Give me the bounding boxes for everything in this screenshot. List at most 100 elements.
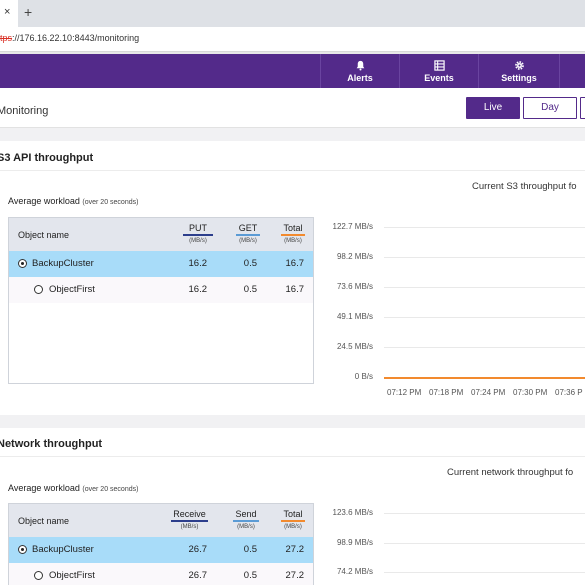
radio-selected[interactable] bbox=[18, 259, 27, 268]
object-name-header[interactable]: Object name bbox=[18, 230, 70, 240]
network-chart-title: Current network throughput fo bbox=[447, 467, 574, 478]
grid-line bbox=[384, 287, 585, 288]
nav-events-label: Events bbox=[424, 73, 454, 83]
day-button[interactable]: Day bbox=[523, 97, 577, 119]
row-send: 0.5 bbox=[243, 570, 257, 581]
network-workload-table: Object name Receive (MB/s) Send (MB/s) T… bbox=[8, 503, 314, 585]
grid-line bbox=[384, 317, 585, 318]
grid-line bbox=[384, 257, 585, 258]
url-host-path: ://176.16.22.10:8443/monitoring bbox=[12, 33, 140, 43]
send-header[interactable]: Send (MB/s) bbox=[233, 509, 259, 530]
s3-workload-table: Object name PUT (MB/s) GET (MB/s) Total … bbox=[8, 217, 314, 384]
network-average-title: Average workload bbox=[8, 483, 80, 493]
nav-settings-label: Settings bbox=[501, 73, 537, 83]
row-get: 0.5 bbox=[243, 284, 257, 295]
x-tick-label: 07:12 PM bbox=[387, 388, 422, 397]
row-total: 27.2 bbox=[285, 570, 305, 581]
grid-line bbox=[384, 543, 585, 544]
top-navigation: Alerts Events Settings bbox=[0, 54, 585, 88]
x-tick-label: 07:24 PM bbox=[471, 388, 506, 397]
grid-line bbox=[384, 572, 585, 573]
network-average-note: (over 20 seconds) bbox=[82, 486, 139, 493]
row-name: BackupCluster bbox=[32, 258, 94, 269]
range-button-partial[interactable] bbox=[580, 97, 585, 119]
radio-unselected[interactable] bbox=[34, 285, 43, 294]
row-total: 27.2 bbox=[285, 544, 305, 555]
table-row[interactable]: ObjectFirst 26.7 0.5 27.2 bbox=[9, 563, 313, 585]
table-row[interactable]: BackupCluster 26.7 0.5 27.2 bbox=[9, 537, 313, 563]
total-header[interactable]: Total (MB/s) bbox=[281, 223, 305, 244]
y-tick-label: 123.6 MB/s bbox=[332, 508, 373, 517]
get-header-unit: (MB/s) bbox=[239, 238, 257, 244]
table-header: Object name Receive (MB/s) Send (MB/s) T… bbox=[9, 504, 313, 537]
row-name: BackupCluster bbox=[32, 544, 94, 555]
y-tick-label: 74.2 MB/s bbox=[336, 567, 373, 576]
total-header-label: Total bbox=[281, 509, 305, 522]
object-name-header[interactable]: Object name bbox=[18, 516, 70, 526]
page-title: Monitoring bbox=[0, 105, 49, 117]
row-total: 16.7 bbox=[285, 258, 305, 269]
section-divider bbox=[0, 170, 585, 171]
receive-header-unit: (MB/s) bbox=[180, 524, 199, 530]
nav-settings[interactable]: Settings bbox=[478, 54, 559, 88]
s3-section-title: S3 API throughput bbox=[0, 152, 94, 164]
y-tick-label: 73.6 MB/s bbox=[336, 282, 373, 291]
total-header[interactable]: Total (MB/s) bbox=[281, 509, 305, 530]
put-header[interactable]: PUT (MB/s) bbox=[183, 223, 213, 244]
section-divider bbox=[0, 456, 585, 457]
y-tick-label: 98.9 MB/s bbox=[336, 538, 373, 547]
row-send: 0.5 bbox=[243, 544, 257, 555]
y-tick-label: 122.7 MB/s bbox=[332, 222, 373, 231]
address-bar[interactable]: tps://176.16.22.10:8443/monitoring bbox=[0, 27, 585, 52]
y-tick-label: 24.5 MB/s bbox=[336, 342, 373, 351]
live-button[interactable]: Live bbox=[466, 97, 520, 119]
network-section-title: Network throughput bbox=[0, 438, 103, 450]
url-protocol: tps bbox=[0, 33, 13, 43]
y-tick-label: 0 B/s bbox=[354, 372, 373, 381]
total-header-unit: (MB/s) bbox=[284, 238, 302, 244]
get-header-label: GET bbox=[236, 223, 260, 236]
radio-selected[interactable] bbox=[18, 545, 27, 554]
x-tick-label: 07:18 PM bbox=[429, 388, 464, 397]
row-total: 16.7 bbox=[285, 284, 305, 295]
put-header-unit: (MB/s) bbox=[189, 238, 207, 244]
gear-icon bbox=[514, 61, 524, 70]
nav-events[interactable]: Events bbox=[399, 54, 478, 88]
row-put: 16.2 bbox=[188, 284, 208, 295]
total-series-line bbox=[384, 377, 585, 379]
nav-more[interactable] bbox=[559, 54, 585, 88]
row-receive: 26.7 bbox=[188, 570, 208, 581]
radio-unselected[interactable] bbox=[34, 571, 43, 580]
receive-header[interactable]: Receive (MB/s) bbox=[171, 509, 208, 530]
y-tick-label: 49.1 MB/s bbox=[336, 312, 373, 321]
s3-chart-title: Current S3 throughput fo bbox=[472, 181, 577, 192]
table-row[interactable]: BackupCluster 16.2 0.5 16.7 bbox=[9, 251, 313, 277]
grid-line bbox=[384, 513, 585, 514]
list-icon bbox=[433, 60, 445, 71]
put-header-label: PUT bbox=[183, 223, 213, 236]
browser-tab[interactable]: × bbox=[0, 0, 18, 27]
grid-line bbox=[384, 227, 585, 228]
x-tick-label: 07:36 P bbox=[555, 388, 583, 397]
receive-header-label: Receive bbox=[171, 509, 208, 522]
row-get: 0.5 bbox=[243, 258, 257, 269]
row-receive: 26.7 bbox=[188, 544, 208, 555]
get-header[interactable]: GET (MB/s) bbox=[236, 223, 260, 244]
close-tab-icon[interactable]: × bbox=[4, 6, 11, 18]
total-header-unit: (MB/s) bbox=[284, 524, 302, 530]
table-header: Object name PUT (MB/s) GET (MB/s) Total … bbox=[9, 218, 313, 251]
bell-icon bbox=[356, 60, 364, 71]
browser-tab-bar: × + bbox=[0, 0, 585, 27]
nav-alerts[interactable]: Alerts bbox=[320, 54, 399, 88]
send-header-label: Send bbox=[233, 509, 259, 522]
new-tab-icon[interactable]: + bbox=[24, 4, 33, 20]
row-put: 16.2 bbox=[188, 258, 208, 269]
row-name: ObjectFirst bbox=[49, 570, 95, 581]
divider bbox=[0, 52, 585, 54]
url-text[interactable]: tps://176.16.22.10:8443/monitoring bbox=[0, 33, 139, 43]
table-row[interactable]: ObjectFirst 16.2 0.5 16.7 bbox=[9, 277, 313, 303]
network-average-label: Average workload (over 20 seconds) bbox=[8, 483, 138, 493]
page-header: Monitoring Live Day bbox=[0, 88, 585, 128]
x-tick-label: 07:30 PM bbox=[513, 388, 548, 397]
s3-average-label: Average workload (over 20 seconds) bbox=[8, 196, 138, 206]
